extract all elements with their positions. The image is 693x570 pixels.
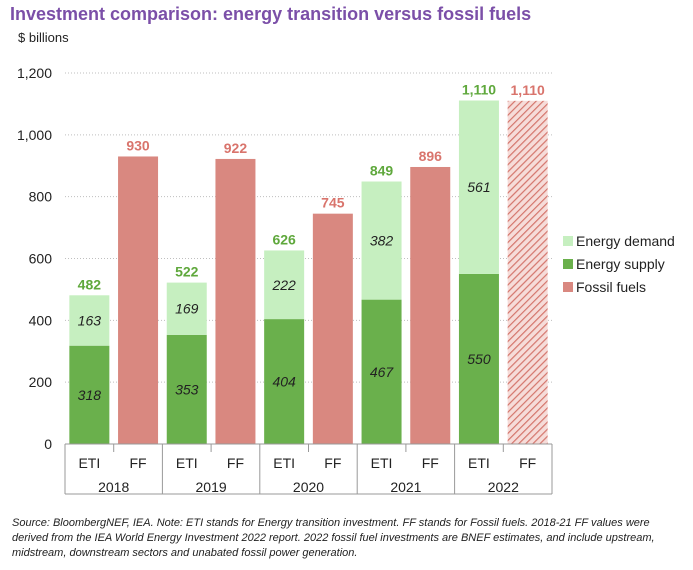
x-category-label: ETI — [78, 455, 100, 471]
data-label-eti-total: 1,110 — [462, 82, 496, 98]
x-category-label: ETI — [176, 455, 198, 471]
data-label-eti-total: 482 — [78, 276, 102, 292]
source-note: Source: BloombergNEF, IEA. Note: ETI sta… — [12, 517, 655, 559]
bar-fossil-fuels — [118, 156, 159, 444]
legend-swatch — [563, 282, 573, 292]
data-label-supply: 404 — [272, 374, 296, 390]
data-label-eti-total: 626 — [272, 231, 296, 247]
legend-label: Energy demand — [576, 233, 675, 249]
data-label-demand: 222 — [271, 277, 296, 293]
data-label-supply: 353 — [175, 381, 199, 397]
data-label-ff-total: 1,110 — [511, 82, 545, 98]
data-label-ff-total: 896 — [419, 148, 443, 164]
y-tick-label: 400 — [29, 312, 53, 328]
bar-energy-supply — [166, 334, 207, 444]
y-tick-label: 1,000 — [17, 127, 52, 143]
chart-area: 318 163 482 930 353 169 522 922 404 222 626 745 467 3… — [17, 65, 553, 495]
x-category-label: FF — [519, 455, 536, 471]
y-tick-label: 600 — [29, 250, 53, 266]
data-label-eti-total: 522 — [175, 264, 199, 280]
x-year-label: 2019 — [196, 479, 227, 495]
y-tick-label: 1,200 — [17, 65, 52, 81]
bar-energy-supply — [69, 345, 110, 444]
data-label-demand: 382 — [370, 233, 394, 249]
bar-fossil-fuels — [215, 158, 256, 445]
chart-title: Investment comparison: energy transition… — [10, 4, 532, 24]
x-category-label: FF — [422, 455, 439, 471]
bar-fossil-fuels-estimate — [507, 100, 548, 445]
legend-label: Energy supply — [576, 256, 665, 272]
data-label-supply: 467 — [370, 364, 395, 380]
legend-label: Fossil fuels — [576, 279, 647, 295]
x-category-label: FF — [324, 455, 341, 471]
data-label-supply: 318 — [78, 387, 102, 403]
data-label-ff-total: 930 — [126, 137, 150, 153]
bar-fossil-fuels — [410, 166, 451, 444]
bar-energy-demand — [458, 100, 499, 274]
data-label-supply: 550 — [467, 351, 491, 367]
x-category-label: ETI — [273, 455, 295, 471]
bar-energy-supply — [361, 299, 402, 444]
x-year-label: 2021 — [390, 479, 421, 495]
data-label-ff-total: 922 — [224, 140, 248, 156]
x-category-label: FF — [227, 455, 244, 471]
data-label-demand: 169 — [175, 301, 199, 317]
data-label-eti-total: 849 — [370, 163, 394, 179]
x-category-label: ETI — [468, 455, 490, 471]
x-category-label: FF — [129, 455, 146, 471]
bar-energy-supply — [458, 273, 499, 444]
bar-energy-demand — [166, 282, 207, 335]
bar-energy-demand — [264, 250, 305, 320]
x-category-label: ETI — [371, 455, 393, 471]
data-label-demand: 163 — [78, 312, 102, 328]
bar-energy-supply — [264, 319, 305, 444]
y-axis-unit-label: $ billions — [18, 30, 69, 45]
x-year-label: 2020 — [293, 479, 324, 495]
legend-swatch — [563, 259, 573, 269]
y-tick-label: 800 — [29, 189, 53, 205]
data-label-ff-total: 745 — [321, 195, 345, 211]
data-label-demand: 561 — [467, 179, 490, 195]
legend-swatch — [563, 236, 573, 246]
y-tick-label: 0 — [44, 436, 52, 452]
y-tick-label: 200 — [29, 374, 53, 390]
bar-fossil-fuels — [312, 213, 353, 444]
x-year-label: 2022 — [488, 479, 519, 495]
bar-energy-demand — [361, 181, 402, 300]
x-year-label: 2018 — [98, 479, 129, 495]
bar-energy-demand — [69, 295, 110, 346]
